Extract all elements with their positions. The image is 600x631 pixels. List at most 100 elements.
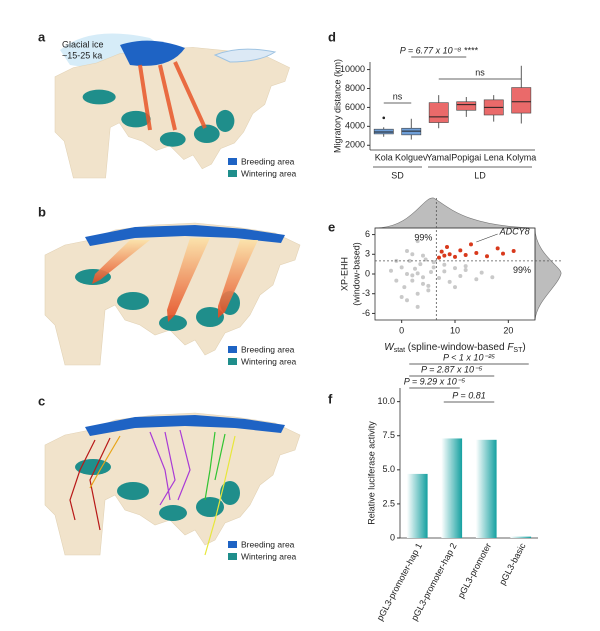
bar — [406, 473, 428, 538]
point — [415, 304, 420, 309]
y-axis-label: Relative luciferase activity — [366, 421, 376, 525]
legend-label: Breeding area — [241, 539, 295, 549]
point — [511, 249, 516, 253]
group-label: LD — [474, 170, 486, 180]
x-tick-label: 20 — [503, 325, 513, 335]
x-label-part: (spline-window-based — [405, 342, 507, 353]
point — [394, 278, 399, 283]
x-tick-label: Kolyma — [506, 152, 536, 162]
point — [453, 254, 457, 259]
map-b: b Breeding area Wintering area — [38, 204, 301, 366]
x-tick-label: pGL3-basic — [497, 541, 528, 587]
y-tick-label: 6000 — [345, 102, 365, 112]
point — [421, 253, 425, 258]
breeding — [120, 40, 185, 66]
right-density — [534, 227, 562, 321]
x-tick-label: Lena — [484, 152, 504, 162]
legend-label: Breeding area — [241, 344, 295, 354]
y-tick-label: 5.0 — [382, 464, 395, 474]
panel-label: a — [38, 29, 46, 44]
y-tick-label: 0 — [365, 268, 370, 278]
point — [501, 251, 505, 256]
outlier — [382, 116, 386, 120]
point — [407, 258, 412, 263]
point — [474, 250, 479, 255]
point — [415, 239, 420, 244]
y-axis-label: Migratory distance (km) — [332, 59, 342, 153]
x-tick-label: Popigai — [451, 152, 481, 162]
legend-swatch — [228, 170, 237, 177]
x-tick-label: pGL3-promoter — [456, 541, 493, 600]
y-tick-label: 7.5 — [382, 430, 395, 440]
point — [410, 252, 415, 257]
point — [415, 291, 420, 296]
point — [399, 265, 404, 270]
y-tick-label: -6 — [362, 308, 370, 318]
box — [428, 102, 449, 123]
annotation: 99% — [414, 232, 432, 242]
point — [458, 273, 463, 278]
point — [458, 248, 463, 253]
box — [456, 101, 477, 111]
x-label-part: ST — [513, 347, 523, 354]
x-label-part: F — [507, 342, 514, 353]
y-tick-label: -3 — [362, 288, 370, 298]
x-tick-label: Kola — [375, 152, 393, 162]
point — [463, 264, 468, 269]
panel-label: f — [328, 391, 333, 406]
legend-swatch — [228, 553, 237, 560]
arrows — [92, 238, 258, 322]
point — [453, 285, 457, 290]
point — [442, 269, 447, 274]
map-c: c Breeding area Wintering area — [38, 393, 301, 561]
annotation: 99% — [513, 265, 531, 275]
point — [437, 255, 441, 260]
y-tick-label: 3 — [365, 249, 370, 259]
point — [418, 262, 423, 267]
point — [429, 270, 433, 275]
point — [421, 275, 425, 280]
y-tick-label: 2000 — [345, 140, 365, 150]
legend-label: Wintering area — [241, 551, 297, 561]
x-tick-label: Kolguev — [395, 152, 428, 162]
y-tick-label: 2.5 — [382, 498, 395, 508]
map-a: Glacial ice ~15-25 ka a Breeding area Wi… — [38, 29, 297, 179]
point — [469, 242, 473, 247]
point — [431, 265, 436, 270]
panel-label: d — [328, 29, 336, 44]
x-label-part: ) — [522, 342, 525, 353]
panel-label: c — [38, 393, 45, 408]
leader — [476, 233, 498, 243]
x-label-part: W — [384, 342, 395, 353]
point — [410, 273, 415, 278]
box — [511, 87, 532, 114]
group-label: SD — [391, 170, 404, 180]
point — [495, 246, 500, 251]
point — [437, 275, 441, 280]
annotation: ADCY8 — [499, 226, 530, 236]
annotation: P = 6.77 x 10⁻⁸ **** — [400, 45, 479, 55]
y-axis-label: XP-EHH — [339, 257, 349, 291]
point — [405, 249, 409, 253]
point — [426, 288, 431, 293]
y-tick-label: 4000 — [345, 121, 365, 131]
point — [405, 272, 409, 276]
y-tick-label: 0 — [390, 532, 395, 542]
point — [485, 254, 489, 259]
point — [445, 245, 449, 250]
point — [421, 281, 425, 286]
annotation: P = 2.87 x 10⁻⁵ — [421, 364, 483, 374]
point — [447, 252, 452, 257]
legend-label: Wintering area — [241, 168, 297, 178]
annotation: P = 9.29 x 10⁻⁵ — [404, 376, 466, 386]
legend-swatch — [228, 346, 237, 353]
point — [410, 278, 415, 283]
x-tick-label: 10 — [450, 325, 460, 335]
point — [415, 271, 420, 276]
point — [389, 268, 393, 273]
ice — [213, 48, 277, 63]
legend-swatch — [228, 158, 237, 165]
point — [413, 266, 417, 271]
point — [439, 249, 444, 254]
